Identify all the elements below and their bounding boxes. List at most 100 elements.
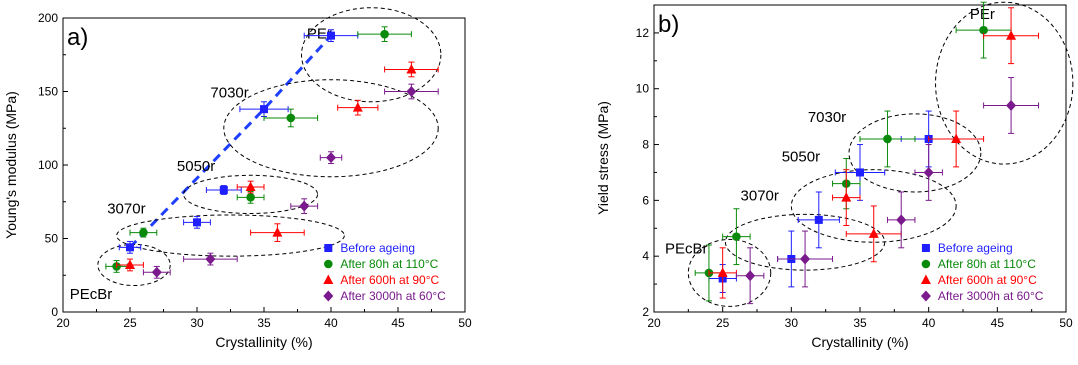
- x-tick-label: 35: [257, 316, 271, 330]
- data-point: [125, 259, 135, 269]
- data-point: [406, 63, 417, 74]
- data-point: [800, 253, 811, 265]
- group-label: 5050r: [177, 158, 215, 175]
- legend-marker: [323, 274, 334, 284]
- legend-label: After 3000h at 60°C: [340, 289, 446, 303]
- data-point: [299, 200, 310, 212]
- panel-label: b): [658, 11, 679, 38]
- legend-label: Before ageing: [340, 241, 415, 255]
- y-tick-label: 12: [636, 26, 650, 40]
- data-point: [286, 113, 296, 123]
- group-ellipse-3070r: [116, 214, 345, 257]
- group-ellipse-per: [301, 7, 442, 103]
- data-point: [856, 168, 864, 177]
- data-point: [732, 232, 741, 241]
- data-point: [406, 86, 417, 97]
- x-tick-label: 40: [922, 316, 936, 330]
- legend-label: After 80h at 110°C: [938, 257, 1036, 271]
- legend-marker: [323, 290, 334, 302]
- x-tick-label: 30: [785, 316, 799, 330]
- group-label: 3070r: [107, 201, 145, 218]
- group-ellipse-pecbr: [687, 238, 772, 307]
- x-tick-label: 40: [324, 316, 338, 330]
- trend-line: [128, 34, 333, 249]
- legend-label: After 600h at 90°C: [938, 273, 1037, 287]
- data-point: [814, 215, 823, 224]
- y-tick-label: 10: [636, 82, 650, 96]
- x-axis-label: Crystallinity (%): [215, 334, 312, 350]
- y-axis-label: Yield stress (MPa): [595, 101, 611, 215]
- group-ellipse-pecbr: [97, 243, 171, 287]
- group-label: PEcBr: [665, 240, 708, 257]
- data-point: [260, 105, 268, 114]
- y-tick-label: 50: [45, 232, 59, 246]
- group-ellipse-per: [935, 1, 1074, 165]
- group-label: 5050r: [782, 148, 820, 165]
- data-point: [1006, 99, 1017, 111]
- data-point: [151, 266, 162, 278]
- x-tick-label: 20: [647, 316, 661, 330]
- legend-marker: [324, 244, 333, 252]
- data-point: [126, 243, 134, 252]
- legend-label: After 80h at 110°C: [340, 257, 438, 271]
- data-point: [205, 253, 216, 265]
- data-point: [923, 166, 934, 178]
- x-tick-label: 25: [716, 316, 730, 330]
- legend-marker: [921, 259, 931, 269]
- y-tick-label: 6: [642, 193, 649, 207]
- data-point: [841, 192, 852, 202]
- legend-marker: [920, 290, 931, 302]
- group-label: 7030r: [808, 109, 846, 126]
- x-axis-label: Crystallinity (%): [811, 334, 908, 350]
- group-label: PEcBr: [70, 286, 113, 303]
- data-point: [352, 102, 363, 112]
- group-ellipse-7030r: [223, 79, 439, 178]
- data-point: [380, 29, 389, 39]
- group-ellipse-7030r: [848, 113, 982, 193]
- group-ellipse-5050r: [183, 174, 319, 215]
- x-tick-label: 50: [1059, 316, 1073, 330]
- data-point: [951, 133, 962, 143]
- data-point: [245, 181, 256, 192]
- data-point: [896, 214, 907, 226]
- y-axis-label: Young's modulus (MPa): [3, 91, 19, 239]
- legend-label: After 3000h at 60°C: [938, 289, 1044, 303]
- y-tick-label: 8: [642, 138, 649, 152]
- x-tick-label: 50: [458, 316, 472, 330]
- x-tick-label: 45: [391, 316, 405, 330]
- legend-marker: [921, 244, 930, 252]
- data-point: [219, 185, 228, 194]
- chart-panel-a: 20 25 30 35 40 45 50 0 50 100 150 200 Crystallinity …: [3, 7, 472, 350]
- data-point: [272, 227, 283, 237]
- data-point: [326, 152, 336, 164]
- legend-label: After 600h at 90°C: [340, 273, 439, 287]
- data-point: [139, 228, 148, 237]
- data-point: [745, 270, 756, 282]
- data-point: [868, 228, 879, 238]
- x-tick-label: 35: [853, 316, 867, 330]
- data-point: [193, 218, 201, 227]
- data-point: [246, 193, 255, 202]
- group-label: PEr: [970, 6, 995, 23]
- group-ellipse-3070r: [724, 213, 886, 271]
- x-tick-label: 30: [190, 316, 204, 330]
- group-ellipse-5050r: [790, 169, 957, 243]
- legend-marker: [920, 274, 931, 284]
- group-label: 7030r: [210, 84, 248, 101]
- legend-label: Before ageing: [938, 241, 1013, 255]
- x-tick-label: 45: [991, 316, 1005, 330]
- data-point: [327, 31, 335, 40]
- y-tick-label: 100: [38, 158, 58, 172]
- y-tick-label: 2: [642, 305, 649, 319]
- data-point: [717, 267, 728, 277]
- y-tick-label: 0: [51, 305, 58, 319]
- group-label: 3070r: [741, 187, 779, 204]
- group-label: PEr: [307, 26, 332, 43]
- y-tick-label: 200: [38, 11, 58, 25]
- y-tick-label: 150: [38, 85, 58, 99]
- panel-label: a): [67, 24, 88, 51]
- data-point: [883, 134, 892, 144]
- legend-marker: [324, 259, 333, 269]
